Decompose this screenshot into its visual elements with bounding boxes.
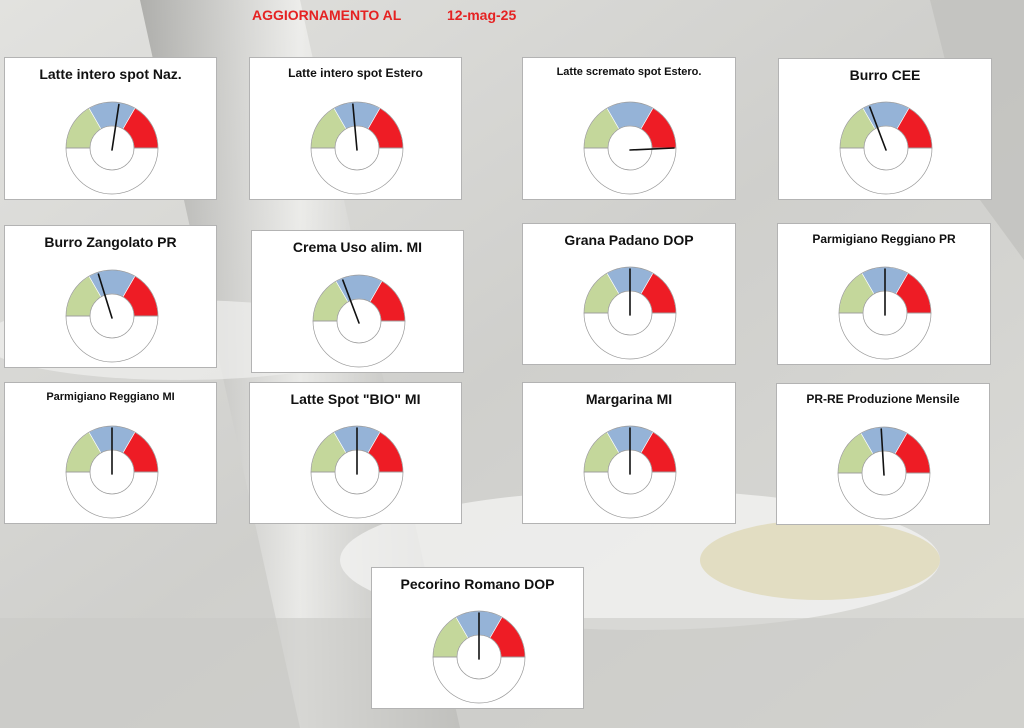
gauge-outline bbox=[583, 425, 677, 473]
gauge-title: Parmigiano Reggiano PR bbox=[812, 232, 956, 246]
gauge-dial bbox=[583, 425, 677, 519]
gauge-dial bbox=[837, 426, 931, 520]
gauge-title: Pecorino Romano DOP bbox=[400, 576, 555, 592]
gauge-dial bbox=[65, 269, 158, 363]
gauge-outline bbox=[583, 266, 677, 314]
gauge-dial bbox=[310, 425, 403, 519]
gauge-outline bbox=[839, 101, 933, 149]
gauge-card-pr-re-produzione-mensile: PR-RE Produzione Mensile bbox=[776, 383, 990, 525]
gauge-lower-half bbox=[310, 147, 403, 195]
gauge-lower-half bbox=[312, 320, 405, 368]
gauge-needle bbox=[869, 106, 887, 151]
gauge-dial bbox=[583, 266, 677, 360]
gauge-needle bbox=[110, 103, 120, 151]
gauge-outline bbox=[583, 101, 677, 149]
gauge-dial bbox=[583, 101, 677, 195]
gauge-needle bbox=[341, 279, 360, 324]
gauge-outline bbox=[838, 266, 932, 314]
gauge-lower-half bbox=[65, 315, 158, 363]
gauge-outline bbox=[837, 426, 931, 474]
gauge-needle bbox=[880, 428, 885, 476]
gauge-dial bbox=[432, 610, 525, 704]
gauge-outline bbox=[65, 101, 158, 149]
gauge-card-grana-padano-dop: Grana Padano DOP bbox=[522, 223, 736, 365]
gauge-dial bbox=[65, 101, 158, 195]
gauge-outline bbox=[65, 269, 158, 317]
gauge-card-latte-intero-spot-estero: Latte intero spot Estero bbox=[249, 57, 462, 200]
gauge-lower-half bbox=[837, 472, 931, 520]
gauge-dial bbox=[839, 101, 933, 195]
gauge-title: Margarina MI bbox=[585, 391, 673, 407]
gauge-title: Latte intero spot Estero bbox=[288, 66, 423, 80]
gauge-card-burro-zangolato-pr: Burro Zangolato PR bbox=[4, 225, 217, 368]
gauge-title: Burro Zangolato PR bbox=[44, 234, 177, 250]
gauge-lower-half bbox=[838, 312, 932, 360]
gauge-lower-half bbox=[583, 147, 677, 195]
gauge-lower-half bbox=[583, 471, 677, 519]
gauge-title: Crema Uso alim. MI bbox=[292, 239, 423, 255]
gauge-title: Latte scremato spot Estero. bbox=[556, 66, 702, 78]
gauge-lower-half bbox=[65, 147, 158, 195]
gauge-lower-half bbox=[839, 147, 933, 195]
gauge-card-margarina-mi: Margarina MI bbox=[522, 382, 736, 524]
gauge-dial bbox=[65, 425, 158, 519]
update-date: 12-mag-25 bbox=[447, 7, 517, 23]
gauge-lower-half bbox=[432, 656, 525, 704]
gauge-lower-half bbox=[65, 471, 158, 519]
gauge-needle bbox=[97, 273, 113, 319]
gauge-dial bbox=[312, 274, 405, 368]
gauge-card-crema-uso-alim-mi: Crema Uso alim. MI bbox=[251, 230, 464, 373]
gauge-title: Parmigiano Reggiano MI bbox=[46, 391, 175, 403]
gauge-card-parmigiano-reggiano-mi: Parmigiano Reggiano MI bbox=[4, 382, 217, 524]
gauge-card-parmigiano-reggiano-pr: Parmigiano Reggiano PR bbox=[777, 223, 991, 365]
update-label: AGGIORNAMENTO AL bbox=[252, 7, 402, 23]
gauge-needle bbox=[351, 103, 358, 151]
gauge-title: Burro CEE bbox=[849, 67, 921, 83]
gauge-card-latte-intero-spot-naz: Latte intero spot Naz. bbox=[4, 57, 217, 200]
gauge-lower-half bbox=[310, 471, 403, 519]
gauge-card-burro-cee: Burro CEE bbox=[778, 58, 992, 200]
gauge-outline bbox=[312, 274, 405, 322]
gauge-outline bbox=[432, 610, 525, 658]
gauge-dial bbox=[838, 266, 932, 360]
gauge-dial bbox=[310, 101, 403, 195]
gauge-title: Latte Spot "BIO" MI bbox=[290, 391, 421, 407]
gauge-lower-half bbox=[583, 312, 677, 360]
gauge-card-pecorino-romano-dop: Pecorino Romano DOP bbox=[371, 567, 584, 709]
gauge-card-latte-spot-bio-mi: Latte Spot "BIO" MI bbox=[249, 382, 462, 524]
gauge-title: Grana Padano DOP bbox=[564, 232, 694, 248]
gauge-title: PR-RE Produzione Mensile bbox=[806, 392, 960, 406]
gauge-card-latte-scremato-spot-estero: Latte scremato spot Estero. bbox=[522, 57, 736, 200]
gauge-outline bbox=[310, 101, 403, 149]
gauge-outline bbox=[310, 425, 403, 473]
gauge-title: Latte intero spot Naz. bbox=[39, 66, 182, 82]
gauge-outline bbox=[65, 425, 158, 473]
gauge-needle bbox=[629, 147, 675, 151]
